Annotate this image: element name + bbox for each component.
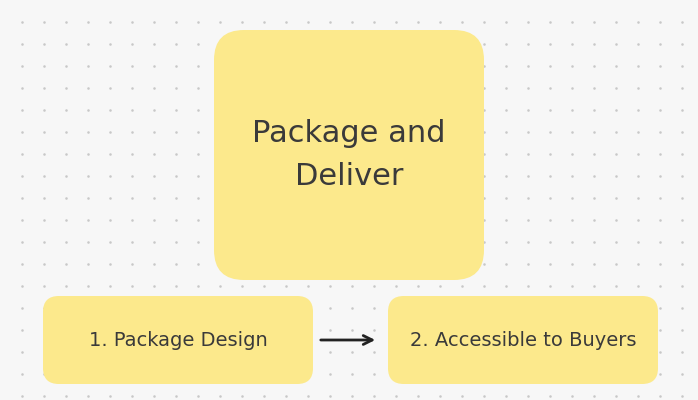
Text: Package and
Deliver: Package and Deliver xyxy=(252,119,446,191)
FancyBboxPatch shape xyxy=(388,296,658,384)
Text: 2. Accessible to Buyers: 2. Accessible to Buyers xyxy=(410,330,637,350)
FancyBboxPatch shape xyxy=(214,30,484,280)
FancyBboxPatch shape xyxy=(43,296,313,384)
Text: 1. Package Design: 1. Package Design xyxy=(89,330,267,350)
